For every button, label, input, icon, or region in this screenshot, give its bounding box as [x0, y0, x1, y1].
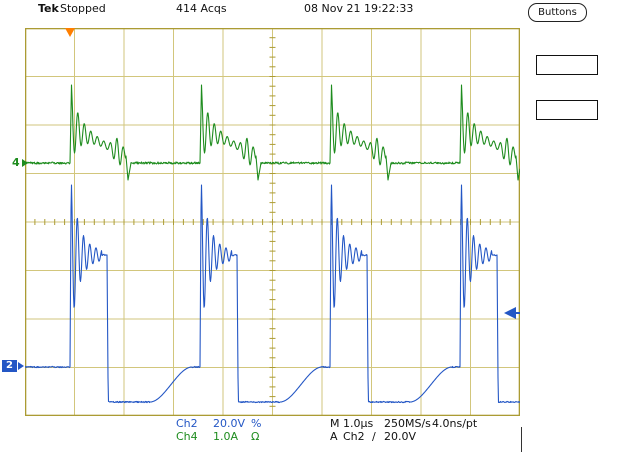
trigger-level-marker[interactable]: [504, 307, 520, 319]
timebase-readout: M 1.0µs: [330, 417, 374, 430]
tek-logo: Tek: [38, 2, 59, 15]
ch2-readout-suffix: %: [251, 417, 262, 430]
menu-box-2[interactable]: [536, 100, 598, 120]
ch2-marker-arrow-icon: [18, 362, 24, 370]
ch2-readout-label: Ch2: [176, 417, 198, 430]
graticule-border: [25, 28, 520, 416]
ch2-trace: [25, 184, 520, 404]
ch4-trace: [25, 84, 520, 181]
trigger-position-marker[interactable]: [65, 28, 75, 37]
ch2-readout-scale: 20.0V: [213, 417, 246, 430]
acquisition-count: 414 Acqs: [176, 2, 227, 15]
ch4-readout-suffix: Ω: [251, 430, 260, 443]
ch4-marker-arrow-icon: [21, 158, 28, 167]
resolution-readout: 4.0ns/pt: [432, 417, 478, 430]
acquisition-status: Stopped: [60, 2, 106, 15]
bottom-right-divider: [521, 427, 522, 452]
ch2-position-marker[interactable]: 2: [2, 360, 24, 372]
ch4-marker-label: 4: [12, 156, 20, 169]
ch4-readout-scale: 1.0A: [213, 430, 239, 443]
trigger-mode-readout: A: [330, 430, 338, 443]
ch4-position-marker[interactable]: 4: [12, 157, 28, 168]
trigger-level-readout: 20.0V: [384, 430, 417, 443]
trigger-source-readout: Ch2: [343, 430, 365, 443]
menu-box-1[interactable]: [536, 55, 598, 75]
scope-graticule: [25, 28, 520, 416]
buttons-button[interactable]: Buttons: [528, 3, 587, 22]
trigger-slope-icon: ∕: [372, 430, 376, 443]
ch4-readout-label: Ch4: [176, 430, 198, 443]
datetime-label: 08 Nov 21 19:22:33: [304, 2, 414, 15]
sample-rate-readout: 250MS/s: [384, 417, 431, 430]
ch2-marker-label: 2: [2, 360, 17, 372]
